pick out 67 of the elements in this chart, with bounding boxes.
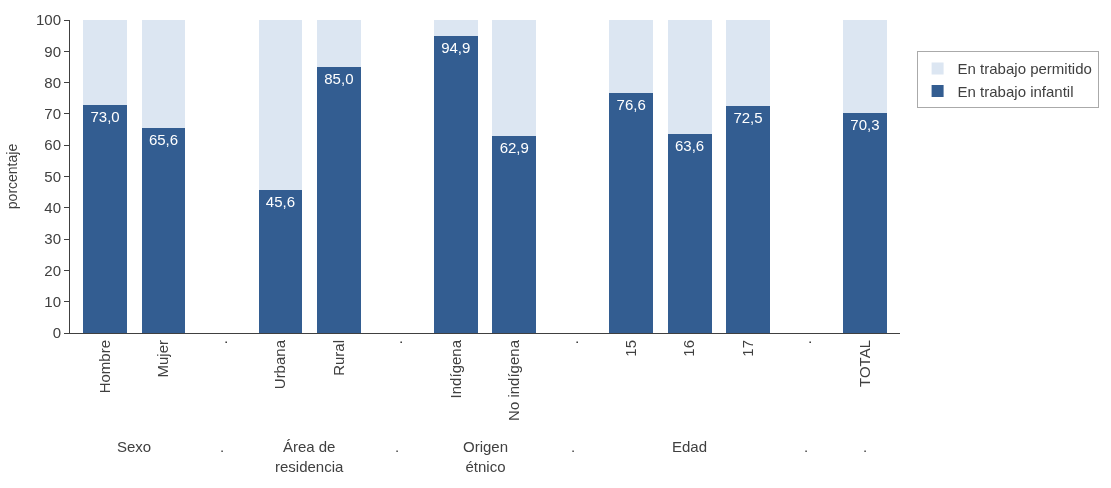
bar bbox=[141, 20, 186, 128]
bar bbox=[141, 127, 186, 333]
y-tick-label: 20 bbox=[44, 261, 61, 279]
y-tick-label: 70 bbox=[44, 105, 61, 123]
text: Sexo bbox=[117, 438, 152, 455]
y-tick-label: 100 bbox=[35, 11, 61, 29]
data-label: 76,6 bbox=[616, 96, 646, 114]
text: Origen étnico bbox=[463, 438, 509, 475]
x-tick-label: . bbox=[388, 340, 406, 345]
x-tick-label: Indígena bbox=[446, 339, 464, 399]
text: . bbox=[863, 438, 868, 455]
x-tick-label: . bbox=[212, 340, 230, 345]
bar bbox=[316, 20, 361, 67]
y-tick-label: 30 bbox=[44, 230, 61, 248]
x-tick-label: 16 bbox=[680, 340, 698, 357]
bar bbox=[83, 104, 127, 333]
x-tick-label: 17 bbox=[738, 340, 756, 357]
data-label: 70,3 bbox=[850, 115, 880, 133]
data-label: 73,0 bbox=[90, 107, 120, 125]
data-label: 94,9 bbox=[441, 38, 471, 56]
bar bbox=[726, 106, 770, 333]
text: . bbox=[571, 438, 576, 455]
bar bbox=[316, 66, 361, 333]
bar bbox=[492, 136, 537, 333]
y-tick-label: 60 bbox=[44, 136, 61, 154]
bar bbox=[258, 190, 303, 333]
y-tick-label: 80 bbox=[44, 73, 61, 91]
x-tick-label: Mujer bbox=[154, 340, 172, 378]
text: Edad bbox=[672, 438, 708, 455]
text: . bbox=[395, 438, 400, 455]
data-label: 45,6 bbox=[265, 193, 296, 211]
bar bbox=[843, 20, 887, 113]
bar bbox=[726, 20, 770, 107]
text: Área de residencia bbox=[275, 438, 345, 475]
bar bbox=[609, 20, 654, 94]
x-tick-label: . bbox=[797, 340, 815, 345]
bar bbox=[258, 20, 303, 191]
x-tick-label: Hombre bbox=[95, 340, 113, 394]
bar bbox=[492, 20, 537, 137]
legend-label: En trabajo infantil bbox=[957, 82, 1074, 100]
bar bbox=[667, 133, 712, 333]
x-tick-label: Rural bbox=[329, 340, 347, 376]
data-label: 85,0 bbox=[324, 69, 354, 87]
x-tick-label: . bbox=[563, 340, 581, 345]
x-tick-label: 15 bbox=[622, 340, 640, 357]
data-label: 63,6 bbox=[674, 136, 705, 154]
y-tick-label: 50 bbox=[44, 167, 61, 185]
data-label: 65,6 bbox=[148, 130, 179, 148]
bar bbox=[609, 93, 654, 333]
legend-label: En trabajo permitido bbox=[957, 60, 1092, 78]
data-label: 72,5 bbox=[733, 109, 763, 127]
bar bbox=[433, 20, 478, 36]
bar bbox=[433, 35, 478, 333]
bar bbox=[83, 20, 127, 105]
y-tick-label: 90 bbox=[44, 42, 61, 60]
y-axis-title: porcentaje bbox=[3, 143, 20, 210]
bar bbox=[843, 112, 887, 333]
text: . bbox=[220, 438, 225, 455]
y-tick-label: 10 bbox=[44, 292, 61, 310]
text: . bbox=[804, 438, 809, 455]
y-tick-label: 40 bbox=[44, 199, 61, 217]
x-tick-label: TOTAL bbox=[855, 340, 873, 387]
x-tick-label: No indígena bbox=[505, 339, 523, 421]
y-tick-label: 0 bbox=[52, 324, 61, 342]
x-tick-label: Urbana bbox=[271, 339, 289, 390]
bar bbox=[667, 20, 712, 134]
data-label: 62,9 bbox=[499, 139, 529, 157]
